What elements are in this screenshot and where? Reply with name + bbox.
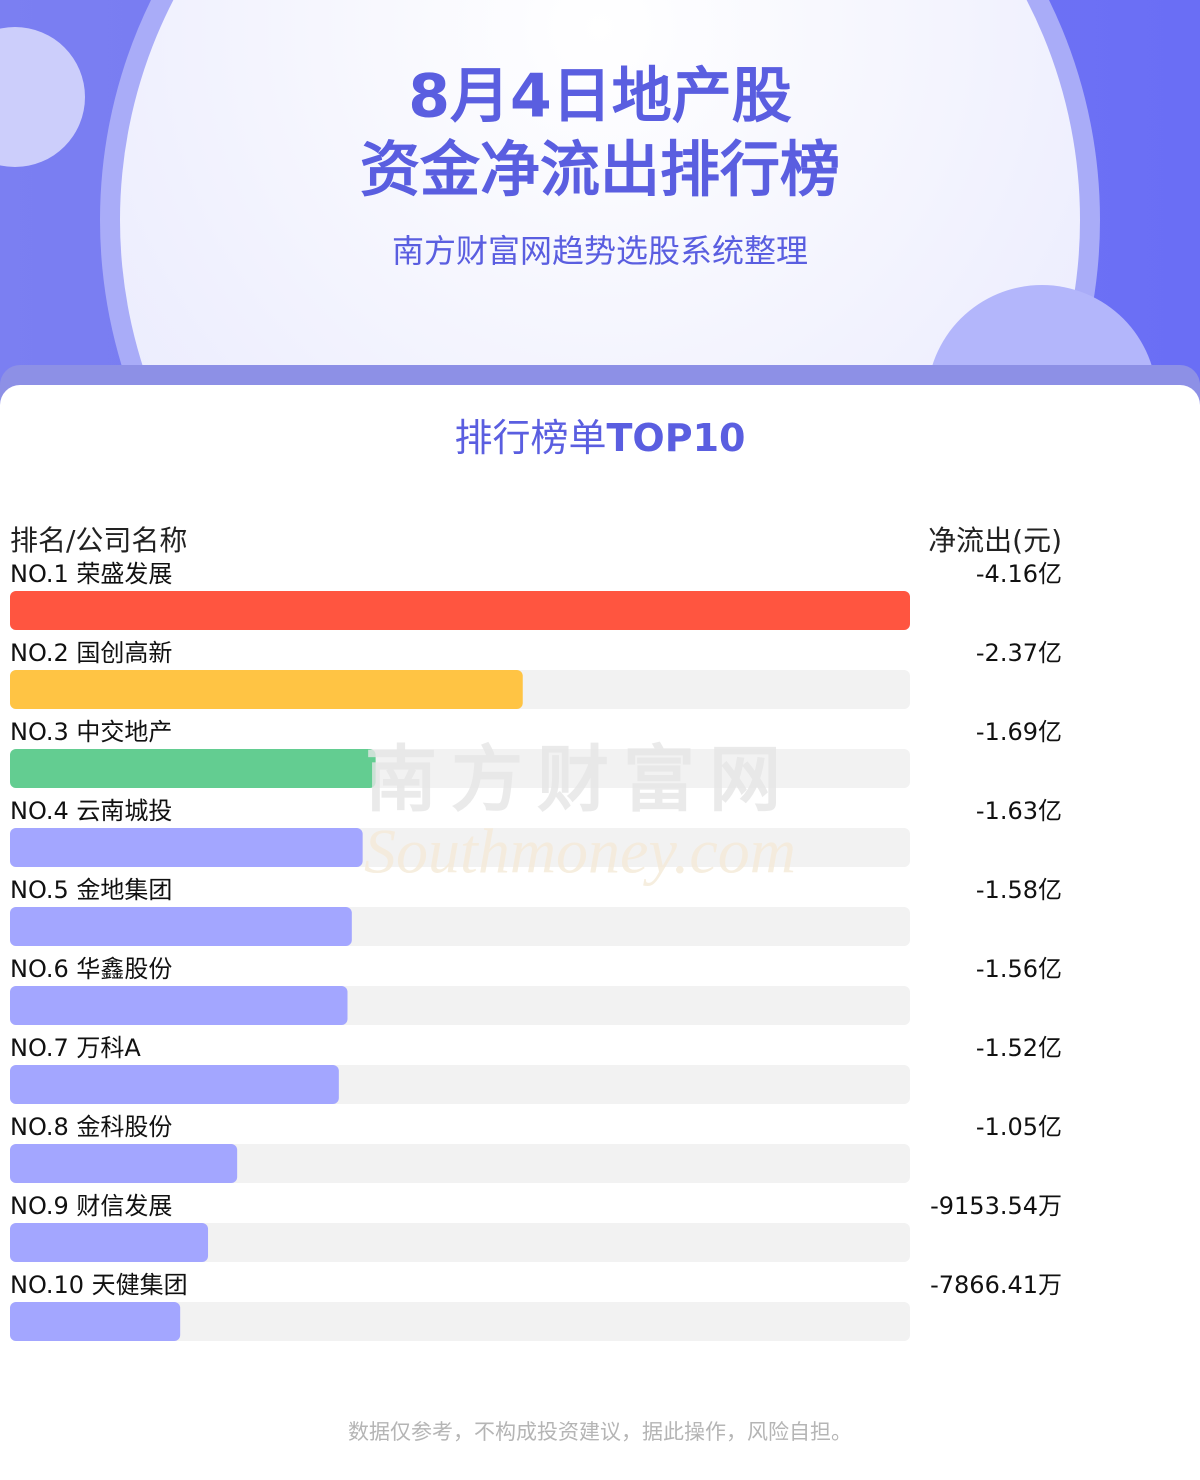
value-label: -1.52亿 <box>976 1034 1062 1062</box>
value-label: -1.69亿 <box>976 718 1062 746</box>
value-label: -4.16亿 <box>976 560 1062 588</box>
bar-track <box>10 1302 910 1341</box>
bar-track <box>10 1223 910 1262</box>
bar <box>10 1144 238 1183</box>
category-label: NO.4 云南城投 <box>10 797 172 825</box>
bar <box>10 907 352 946</box>
category-label: NO.9 财信发展 <box>10 1192 172 1220</box>
watermark: 南方财富网 <box>365 738 795 822</box>
category-label: NO.6 华鑫股份 <box>10 955 172 983</box>
column-header: 净流出(元) <box>928 524 1062 557</box>
column-header: 排名/公司名称 <box>10 524 187 557</box>
category-label: NO.7 万科A <box>10 1034 141 1062</box>
value-label: -1.05亿 <box>976 1113 1062 1141</box>
bar <box>10 749 376 788</box>
value-label: -1.56亿 <box>976 955 1062 983</box>
category-label: NO.10 天健集团 <box>10 1271 188 1299</box>
footer: 数据仅参考，不构成投资建议，据此操作，风险自担。 <box>348 1420 852 1444</box>
title: 资金净流出排行榜 <box>360 136 840 206</box>
value-label: -1.63亿 <box>976 797 1062 825</box>
bar <box>10 591 910 630</box>
bar <box>10 1223 209 1262</box>
category-label: NO.5 金地集团 <box>10 876 172 904</box>
category-label: NO.1 荣盛发展 <box>10 560 172 588</box>
section-title: TOP10 <box>607 416 746 460</box>
subtitle: 南方财富网趋势选股系统整理 <box>392 232 808 270</box>
value-label: -7866.41万 <box>930 1271 1062 1299</box>
decor <box>0 27 85 167</box>
category-label: NO.3 中交地产 <box>10 718 172 746</box>
rows: NO.1 荣盛发展 -4.16亿 NO.2 国创高新 -2.37亿 NO.3 中交地产 -… <box>10 560 1062 1341</box>
bar <box>10 1302 181 1341</box>
title: 8月4日地产股 <box>408 62 792 132</box>
bar <box>10 1065 339 1104</box>
watermark: Southmoney.com <box>364 816 796 887</box>
bar <box>10 828 363 867</box>
bar <box>10 986 348 1025</box>
category-label: NO.8 金科股份 <box>10 1113 172 1141</box>
bar <box>10 670 523 709</box>
value-label: -2.37亿 <box>976 639 1062 667</box>
value-label: -1.58亿 <box>976 876 1062 904</box>
section-title: 排行榜单TOP10 <box>455 416 746 460</box>
category-label: NO.2 国创高新 <box>10 639 172 667</box>
value-label: -9153.54万 <box>930 1192 1062 1220</box>
section-title: 排行榜单 <box>455 416 607 460</box>
